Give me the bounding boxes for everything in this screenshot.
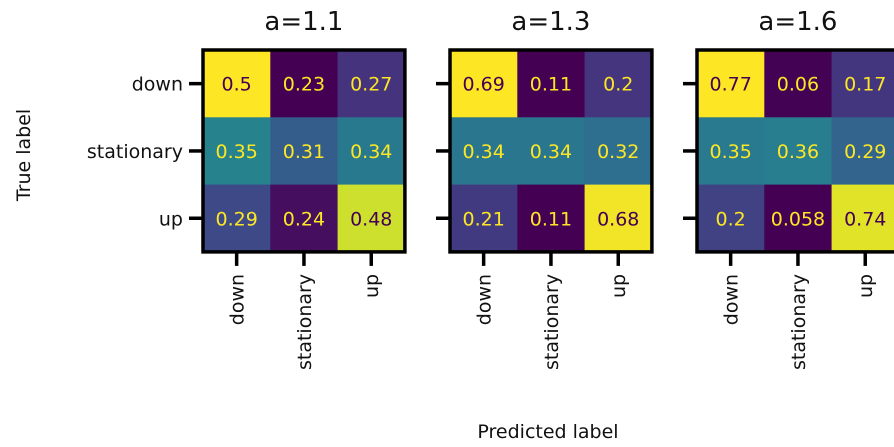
cell-value-label: 0.35 xyxy=(709,141,751,163)
x-tick-label: down xyxy=(721,274,743,325)
cell-value-label: 0.34 xyxy=(350,141,392,163)
panel-title: a=1.6 xyxy=(758,7,837,37)
cell-value-label: 0.29 xyxy=(215,208,257,230)
cell-value-label: 0.17 xyxy=(844,74,886,96)
cell-value-label: 0.34 xyxy=(530,141,572,163)
x-tick-label: up xyxy=(361,274,383,298)
x-tick-label: stationary xyxy=(294,274,316,370)
y-tick-label: up xyxy=(159,208,183,230)
x-tick-label: stationary xyxy=(541,274,563,370)
cell-value-label: 0.31 xyxy=(283,141,325,163)
cell-value-label: 0.23 xyxy=(283,74,325,96)
cell-value-label: 0.36 xyxy=(777,141,819,163)
y-tick-label: stationary xyxy=(87,141,183,163)
cell-value-label: 0.11 xyxy=(530,74,572,96)
x-tick-label: down xyxy=(227,274,249,325)
cell-value-label: 0.058 xyxy=(771,208,825,230)
x-tick-label: up xyxy=(855,274,877,298)
cell-value-label: 0.35 xyxy=(215,141,257,163)
cell-value-label: 0.21 xyxy=(462,208,504,230)
cell-value-label: 0.77 xyxy=(709,74,751,96)
cell-value-label: 0.06 xyxy=(777,74,819,96)
cell-value-label: 0.68 xyxy=(597,208,639,230)
heatmap-panel-3: 0.77 0.06 0.17 0.35 0.36 0.29 0.2 0.058 0.74 a=1.… xyxy=(683,7,894,370)
panel-title: a=1.1 xyxy=(264,7,343,37)
panel-title: a=1.3 xyxy=(511,7,590,37)
cell-value-label: 0.69 xyxy=(462,74,504,96)
x-tick-label: up xyxy=(608,274,630,298)
cell-value-label: 0.2 xyxy=(716,208,746,230)
x-axis-label: Predicted label xyxy=(477,421,618,443)
cell-value-label: 0.34 xyxy=(462,141,504,163)
cell-value-label: 0.2 xyxy=(603,74,633,96)
y-axis-label: True label xyxy=(13,109,35,202)
cell-value-label: 0.5 xyxy=(222,74,252,96)
y-tick-label: down xyxy=(132,74,183,96)
x-tick-label: down xyxy=(474,274,496,325)
heatmap-panels: 0.5 0.23 0.27 0.35 0.31 0.34 0.29 0.24 0.48 a=1.1… xyxy=(87,7,894,370)
cell-value-label: 0.11 xyxy=(530,208,572,230)
cell-value-label: 0.24 xyxy=(283,208,325,230)
cell-value-label: 0.29 xyxy=(844,141,886,163)
cell-value-label: 0.27 xyxy=(350,74,392,96)
cell-value-label: 0.48 xyxy=(350,208,392,230)
heatmap-panel-1: 0.5 0.23 0.27 0.35 0.31 0.34 0.29 0.24 0.48 a=1.1… xyxy=(87,7,406,370)
cell-value-label: 0.74 xyxy=(844,208,886,230)
heatmap-panel-2: 0.69 0.11 0.2 0.34 0.34 0.32 0.21 0.11 0.68 a=1.3… xyxy=(436,7,653,370)
cell-value-label: 0.32 xyxy=(597,141,639,163)
x-tick-label: stationary xyxy=(788,274,810,370)
